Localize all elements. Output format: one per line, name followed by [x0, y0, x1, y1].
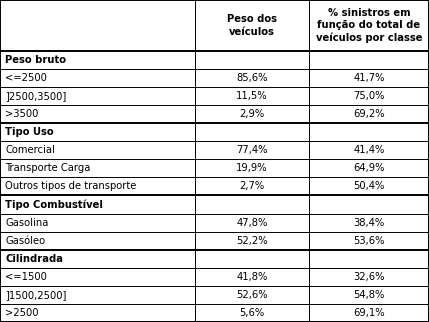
Bar [0, 213, 195, 232]
Bar [195, 177, 309, 195]
Bar [0, 159, 195, 177]
Bar [0, 105, 195, 123]
Bar [0, 232, 195, 250]
Bar [195, 250, 309, 268]
Bar [0, 51, 195, 69]
Text: 2,7%: 2,7% [239, 181, 265, 192]
Text: Tipo Combustível: Tipo Combustível [5, 199, 103, 210]
Text: Cilindrada: Cilindrada [5, 254, 63, 264]
Bar [195, 195, 309, 213]
Bar [309, 195, 429, 213]
Text: 77,4%: 77,4% [236, 145, 268, 155]
Text: 41,8%: 41,8% [236, 272, 268, 282]
Text: 2,9%: 2,9% [239, 109, 265, 119]
Bar [0, 0, 195, 51]
Bar [195, 304, 309, 322]
Bar [0, 268, 195, 286]
Bar [309, 213, 429, 232]
Text: 50,4%: 50,4% [353, 181, 385, 192]
Text: >2500: >2500 [5, 308, 39, 318]
Text: 38,4%: 38,4% [353, 218, 384, 228]
Text: Gasóleo: Gasóleo [5, 236, 45, 246]
Bar [195, 123, 309, 141]
Text: 69,1%: 69,1% [353, 308, 385, 318]
Text: 69,2%: 69,2% [353, 109, 385, 119]
Text: ]2500,3500]: ]2500,3500] [5, 91, 66, 101]
Bar [195, 159, 309, 177]
Text: Gasolina: Gasolina [5, 218, 48, 228]
Text: 19,9%: 19,9% [236, 163, 268, 173]
Text: % sinistros em
função do total de
veículos por classe: % sinistros em função do total de veícul… [316, 8, 422, 43]
Bar [195, 141, 309, 159]
Bar [195, 213, 309, 232]
Bar [0, 69, 195, 87]
Bar [309, 87, 429, 105]
Text: Transporte Carga: Transporte Carga [5, 163, 91, 173]
Bar [0, 250, 195, 268]
Text: Outros tipos de transporte: Outros tipos de transporte [5, 181, 136, 192]
Bar [309, 105, 429, 123]
Bar [309, 304, 429, 322]
Bar [195, 51, 309, 69]
Text: Peso dos
veículos: Peso dos veículos [227, 14, 277, 37]
Text: 75,0%: 75,0% [353, 91, 385, 101]
Bar [0, 123, 195, 141]
Bar [309, 141, 429, 159]
Text: 11,5%: 11,5% [236, 91, 268, 101]
Text: ]1500,2500]: ]1500,2500] [5, 290, 66, 300]
Bar [309, 232, 429, 250]
Bar [309, 51, 429, 69]
Bar [309, 0, 429, 51]
Bar [0, 304, 195, 322]
Bar [195, 286, 309, 304]
Bar [309, 177, 429, 195]
Text: 41,4%: 41,4% [353, 145, 385, 155]
Bar [309, 69, 429, 87]
Bar [0, 195, 195, 213]
Text: 54,8%: 54,8% [353, 290, 385, 300]
Bar [195, 69, 309, 87]
Text: 85,6%: 85,6% [236, 73, 268, 83]
Bar [309, 123, 429, 141]
Bar [195, 0, 309, 51]
Text: <=2500: <=2500 [5, 73, 47, 83]
Text: 32,6%: 32,6% [353, 272, 385, 282]
Text: >3500: >3500 [5, 109, 39, 119]
Bar [309, 268, 429, 286]
Text: 5,6%: 5,6% [239, 308, 265, 318]
Bar [195, 105, 309, 123]
Bar [309, 159, 429, 177]
Text: 41,7%: 41,7% [353, 73, 385, 83]
Text: <=1500: <=1500 [5, 272, 47, 282]
Bar [0, 87, 195, 105]
Bar [0, 286, 195, 304]
Bar [195, 268, 309, 286]
Bar [195, 87, 309, 105]
Text: 64,9%: 64,9% [353, 163, 385, 173]
Bar [195, 232, 309, 250]
Text: 47,8%: 47,8% [236, 218, 268, 228]
Bar [0, 141, 195, 159]
Text: 53,6%: 53,6% [353, 236, 385, 246]
Text: Peso bruto: Peso bruto [5, 55, 66, 65]
Text: 52,6%: 52,6% [236, 290, 268, 300]
Bar [309, 286, 429, 304]
Text: 52,2%: 52,2% [236, 236, 268, 246]
Text: Tipo Uso: Tipo Uso [5, 127, 54, 137]
Bar [0, 177, 195, 195]
Text: Comercial: Comercial [5, 145, 55, 155]
Bar [309, 250, 429, 268]
